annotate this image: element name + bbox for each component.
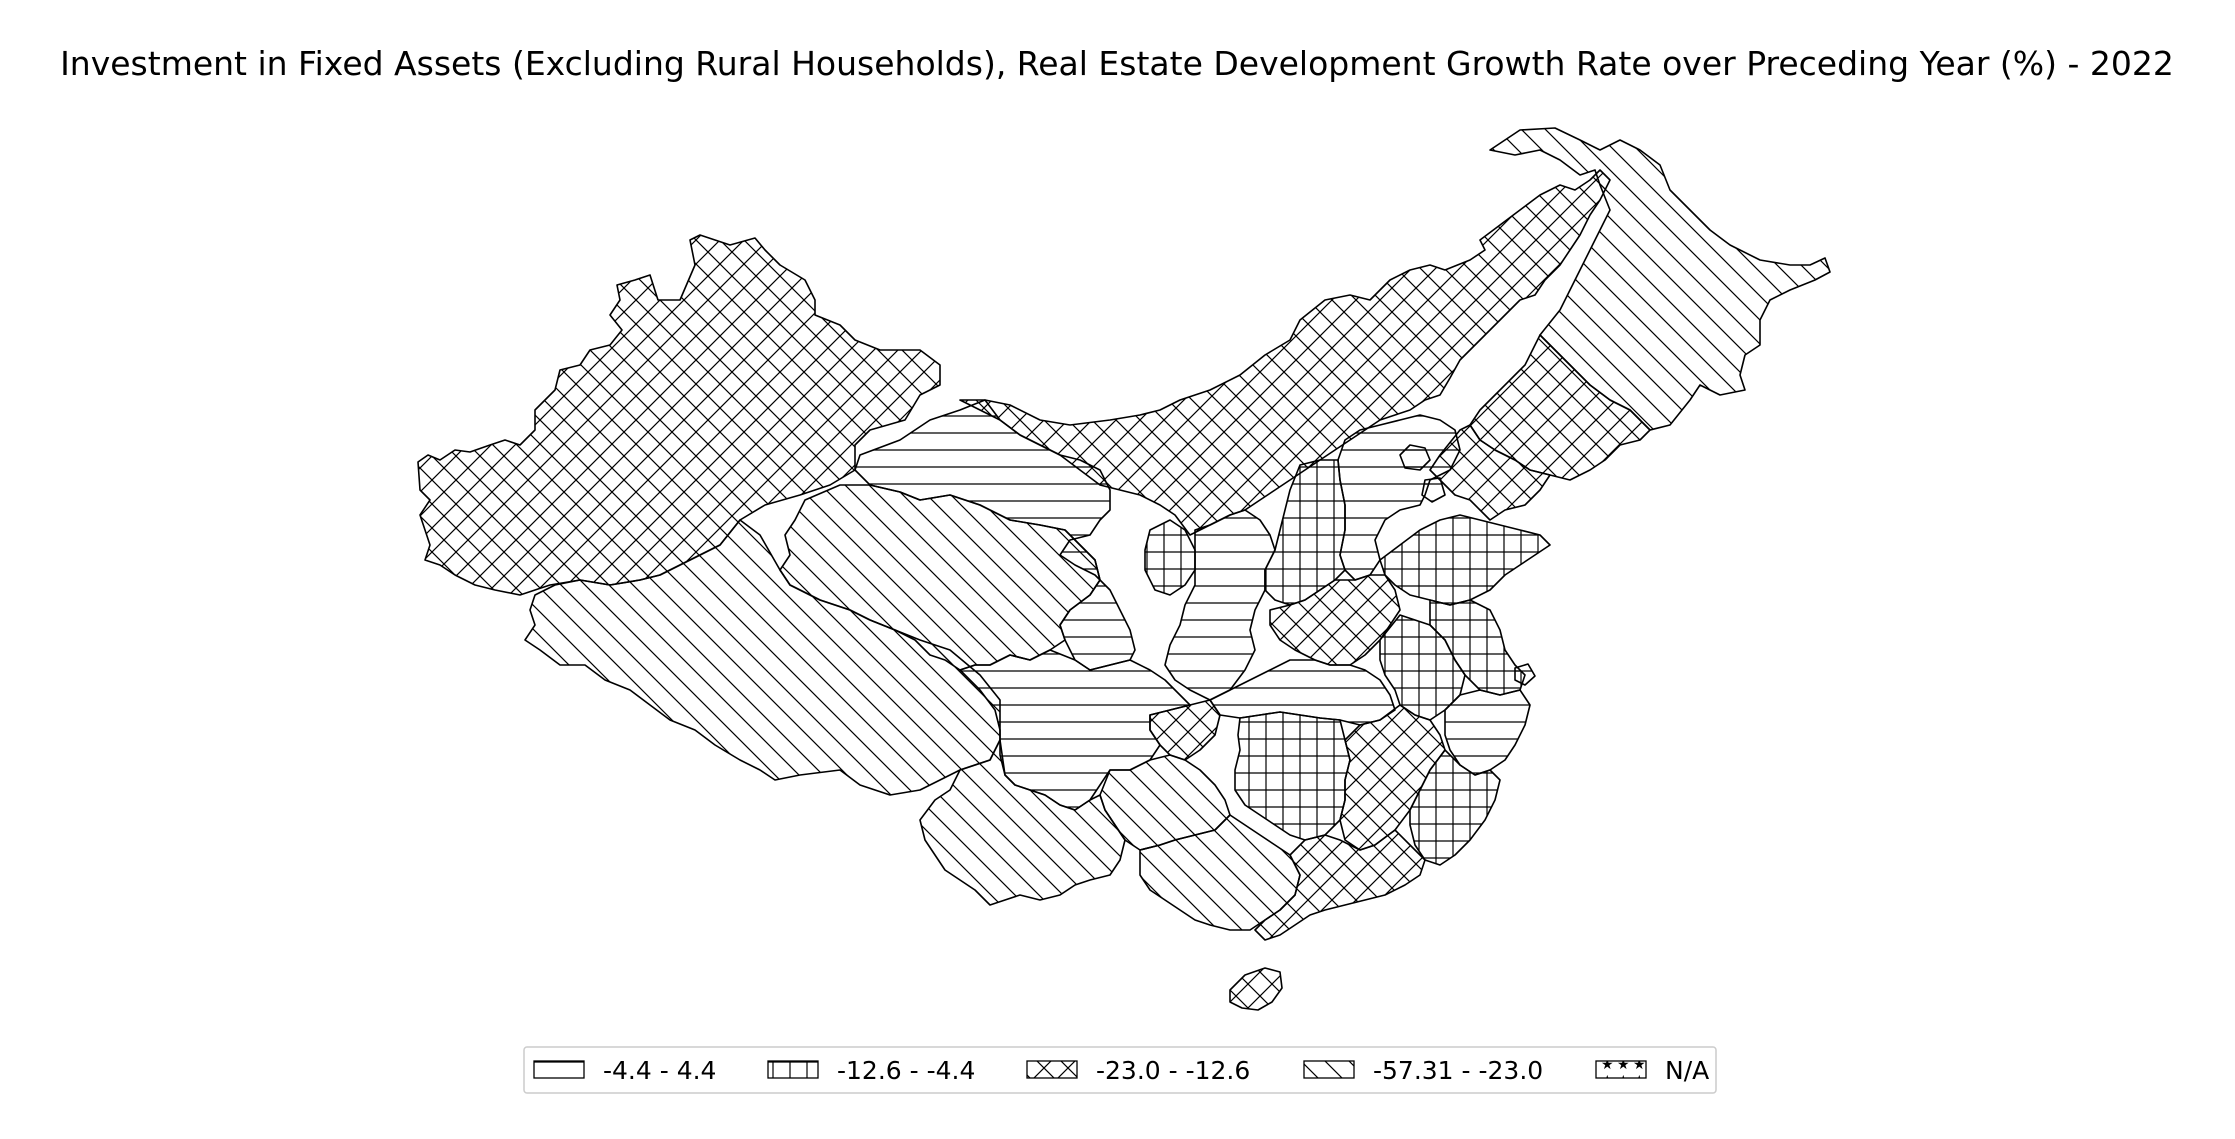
legend-label-4: N/A	[1665, 1056, 1709, 1085]
region-hunan	[1234, 711, 1351, 841]
legend-swatch-diagonal	[1303, 1060, 1355, 1079]
legend-swatch-grid	[767, 1060, 819, 1079]
legend-label-1: -12.6 - -4.4	[837, 1056, 975, 1085]
region-henan	[1269, 574, 1401, 666]
legend-label-2: -23.0 - -12.6	[1096, 1056, 1250, 1085]
legend-label-0: -4.4 - 4.4	[603, 1056, 716, 1085]
legend-swatch-horizontal	[533, 1060, 585, 1079]
legend-swatch-cross	[1026, 1060, 1078, 1079]
region-xinjiang	[417, 234, 941, 596]
region-shaanxi	[1164, 509, 1276, 701]
map-title: Investment in Fixed Assets (Excluding Ru…	[60, 44, 2174, 83]
region-beijing	[1399, 444, 1431, 471]
region-zhejiang	[1444, 689, 1531, 776]
region-shanghai	[1514, 663, 1536, 686]
region-shandong	[1379, 514, 1551, 606]
legend-frame	[523, 1046, 1717, 1094]
legend-swatch-stars	[1595, 1060, 1647, 1079]
region-yunnan	[919, 739, 1126, 906]
region-guangdong	[1254, 829, 1426, 941]
region-jilin	[1469, 334, 1651, 481]
region-heilongjiang	[1489, 127, 1831, 431]
legend-label-3: -57.31 - -23.0	[1373, 1056, 1543, 1085]
region-tianjin	[1421, 477, 1446, 503]
region-hainan	[1229, 967, 1283, 1011]
region-fujian	[1409, 749, 1501, 866]
region-ningxia	[1144, 519, 1196, 596]
map-regions	[417, 127, 1831, 1011]
legend: -4.4 - 4.4 -12.6 - -4.4 -23.0 - -12.6 -5…	[523, 1046, 1717, 1094]
